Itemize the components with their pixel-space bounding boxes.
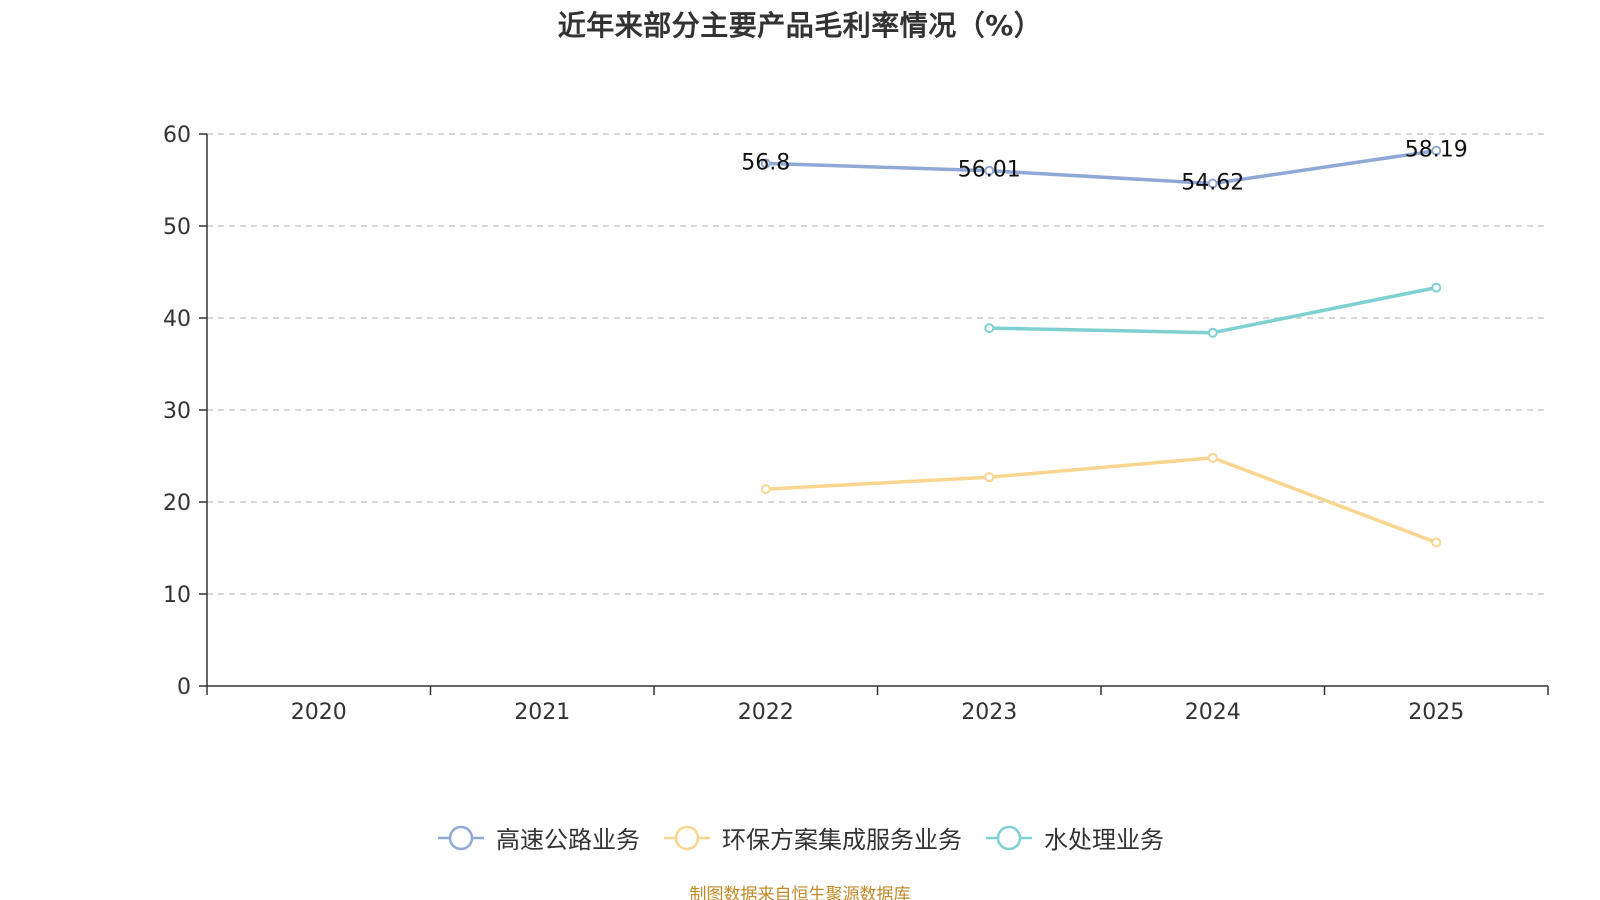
series-line [765, 148, 1437, 186]
data-point [1207, 327, 1218, 338]
y-tick-label: 30 [163, 399, 191, 424]
series-line [765, 456, 1437, 545]
legend-item[interactable]: 高速公路业务 [436, 820, 640, 855]
x-tick-label: 2022 [738, 700, 794, 725]
legend-label: 高速公路业务 [496, 826, 640, 854]
legend-item[interactable]: 水处理业务 [984, 820, 1164, 855]
data-label: 56.01 [958, 158, 1021, 183]
legend-item[interactable]: 环保方案集成服务业务 [662, 820, 962, 855]
legend-marker-icon [664, 825, 710, 850]
y-tick-label: 40 [163, 307, 191, 332]
grid-lines [207, 133, 1548, 595]
data-label: 58.19 [1405, 138, 1468, 163]
legend: 高速公路业务 环保方案集成服务业务 水处理业务 [0, 820, 1600, 855]
legend-label: 水处理业务 [1044, 826, 1164, 854]
y-tick-label: 60 [163, 123, 191, 148]
y-tick-label: 0 [177, 675, 191, 700]
data-point [1431, 145, 1442, 156]
y-tick-label: 20 [163, 491, 191, 516]
series-lines [760, 145, 1442, 548]
legend-marker-icon [438, 825, 484, 850]
data-point [984, 472, 995, 483]
x-tick-label: 2021 [514, 700, 570, 725]
data-labels: 56.8 56.01 54.62 58.19 [741, 138, 1467, 196]
data-point [1207, 452, 1218, 463]
data-point [984, 165, 995, 176]
chart-title: 近年来部分主要产品毛利率情况（%） [557, 9, 1043, 42]
data-point [984, 323, 995, 334]
x-tick-label: 2025 [1408, 700, 1464, 725]
data-point [760, 158, 771, 169]
legend-label: 环保方案集成服务业务 [722, 826, 962, 854]
y-tick-label: 10 [163, 583, 191, 608]
data-point [1431, 282, 1442, 293]
x-tick-label: 2023 [961, 700, 1017, 725]
x-tick-label: 2020 [291, 700, 347, 725]
data-point [1431, 537, 1442, 548]
data-label: 54.62 [1181, 170, 1244, 195]
source-note: 制图数据来自恒生聚源数据库 [689, 885, 911, 900]
y-tick-label: 50 [163, 215, 191, 240]
data-point [760, 484, 771, 495]
legend-marker-icon [986, 825, 1032, 850]
series-line [989, 285, 1437, 335]
data-label: 56.8 [741, 150, 790, 175]
axes: 0 10 20 30 40 50 60 2020 2021 2022 2023 2024 2025 [163, 123, 1549, 725]
x-tick-label: 2024 [1185, 700, 1241, 725]
data-point [1207, 178, 1218, 189]
